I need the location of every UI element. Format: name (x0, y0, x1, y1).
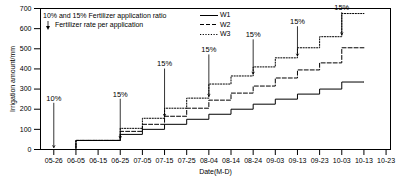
svg-text:08-14: 08-14 (222, 157, 240, 164)
svg-text:10-13: 10-13 (355, 157, 373, 164)
svg-text:09-03: 09-03 (266, 157, 284, 164)
html-text:W2: W2 (218, 20, 231, 28)
svg-text:400: 400 (20, 65, 32, 72)
svg-text:08-04: 08-04 (200, 157, 218, 164)
svg-text:10%: 10% (46, 94, 61, 103)
svg-text:08-24: 08-24 (244, 157, 262, 164)
svg-text:05-26: 05-26 (45, 157, 63, 164)
svg-text:07-25: 07-25 (178, 157, 196, 164)
svg-text:10-23: 10-23 (377, 157, 395, 164)
svg-text:15%: 15% (334, 3, 349, 12)
svg-text:06-25: 06-25 (111, 157, 129, 164)
svg-text:15%: 15% (290, 17, 305, 26)
html-text:W1: W1 (218, 11, 231, 18)
svg-text:600: 600 (20, 25, 32, 32)
svg-text:15%: 15% (246, 30, 261, 39)
svg-text:300: 300 (20, 85, 32, 92)
svg-text:500: 500 (20, 45, 32, 52)
svg-text:0: 0 (28, 146, 32, 153)
svg-text:Irrigation amount/mm: Irrigation amount/mm (9, 46, 17, 112)
html-text:10% and 15% Fertilizer applica: 10% and 15% Fertilizer application ratio (43, 12, 167, 19)
svg-text:09-13: 09-13 (289, 157, 307, 164)
svg-text:100: 100 (20, 126, 32, 133)
svg-text:Date(M-D): Date(M-D) (199, 168, 232, 176)
html-text:W3: W3 (218, 30, 231, 38)
svg-text:15%: 15% (113, 90, 128, 99)
svg-text:10-03: 10-03 (333, 157, 351, 164)
svg-text:200: 200 (20, 105, 32, 112)
svg-text:07-15: 07-15 (156, 157, 174, 164)
svg-text:06-05: 06-05 (67, 157, 85, 164)
svg-text:700: 700 (20, 5, 32, 12)
svg-text:15%: 15% (157, 59, 172, 68)
svg-text:07-05: 07-05 (133, 157, 151, 164)
svg-text:06-15: 06-15 (89, 157, 107, 164)
svg-text:15%: 15% (201, 45, 216, 54)
svg-text:09-23: 09-23 (311, 157, 329, 164)
html-text:Fertilizer rate per applicatio: Fertilizer rate per application (53, 21, 144, 28)
